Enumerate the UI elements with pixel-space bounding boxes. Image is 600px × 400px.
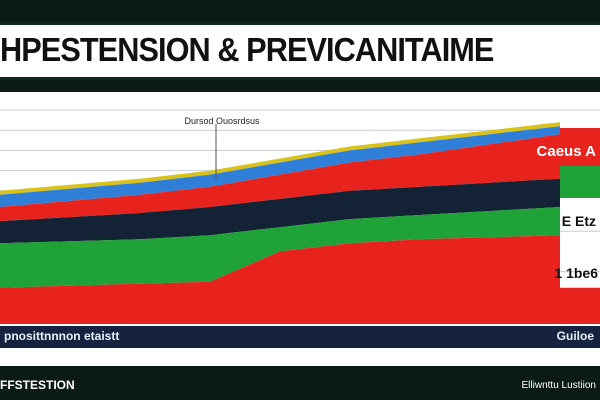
area-chart: Dursod Ouosrdsus Caeus A E Etz 1 1be6: [0, 109, 600, 324]
chart-annotations: Dursod Ouosrdsus Caeus A E Etz 1 1be6: [184, 116, 600, 281]
plot-area: Dursod Ouosrdsus Caeus A E Etz 1 1be6: [0, 92, 600, 324]
area-series-6: [0, 235, 560, 312]
series-label-2: E Etz: [562, 213, 596, 229]
chart-title: HPESTENSION & PREVICANITAIME: [0, 31, 494, 68]
legend-right-text: Guiloe: [556, 329, 594, 343]
side-block-1: [560, 128, 600, 166]
area-series-1: [0, 122, 560, 195]
source-left-text: FFSTESTION: [0, 378, 75, 392]
series-label-3: 1 1be6: [554, 265, 598, 281]
area-series-3: [0, 134, 560, 222]
title-bar: HPESTENSION & PREVICANITAIME: [0, 22, 600, 80]
source-right-text: Elliwnttu Lustiion: [521, 380, 596, 391]
side-block-3: [560, 198, 600, 224]
area-series: [0, 122, 600, 324]
area-series-4: [0, 178, 560, 244]
area-series-2: [0, 126, 560, 207]
separator-band: [0, 348, 600, 366]
side-block-2: [560, 166, 600, 198]
series-label-1: Caeus A: [537, 143, 597, 160]
annotation-label: Dursod Ouosrdsus: [184, 116, 260, 126]
legend-band: pnosittnnnon etaistt Guiloe: [0, 324, 600, 348]
source-band: FFSTESTION Elliwnttu Lustiion: [0, 366, 600, 400]
area-series-5: [0, 207, 560, 288]
side-block-4: [560, 238, 600, 264]
legend-left-text: pnosittnnnon etaistt: [4, 329, 120, 343]
